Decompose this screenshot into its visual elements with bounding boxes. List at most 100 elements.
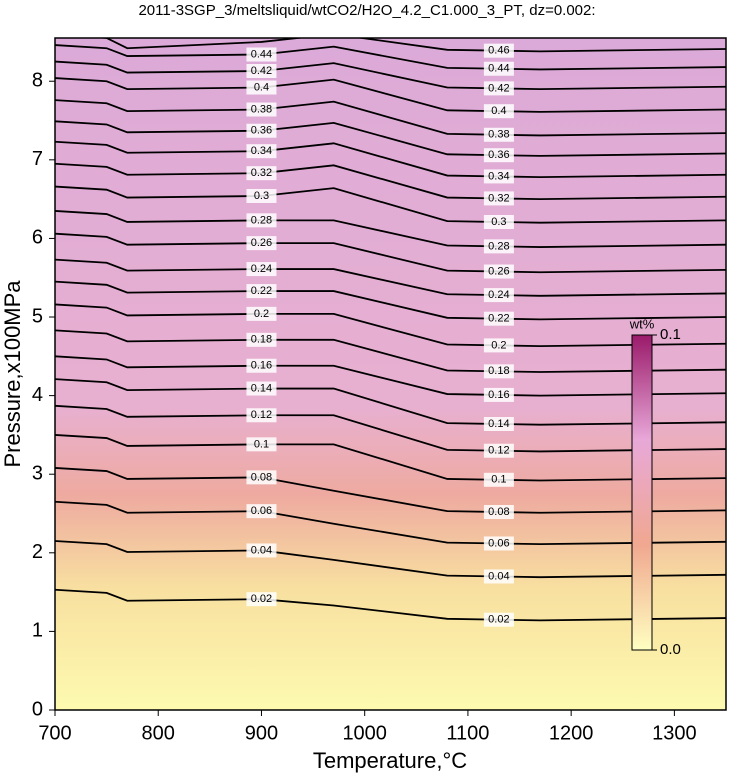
contour-line — [55, 329, 726, 373]
contour-label: 0.34 — [251, 145, 272, 157]
contour-label: 0.3 — [491, 216, 506, 228]
contour-label: 0.16 — [488, 389, 509, 401]
y-tick-label: 3 — [32, 462, 43, 484]
contour-label: 0.4 — [491, 105, 506, 117]
contour-label: 0.16 — [251, 360, 272, 372]
contour-label: 0.28 — [251, 214, 272, 226]
colorbar-tick-label: 0.1 — [660, 326, 681, 343]
contour-line — [55, 500, 726, 546]
contour-line — [55, 99, 726, 137]
contour-label: 0.1 — [254, 438, 269, 450]
contour-label: 0.28 — [488, 240, 509, 252]
contour-label: 0.06 — [251, 505, 272, 517]
contour-line — [55, 378, 726, 426]
contour-label-bg — [483, 472, 514, 487]
contour-label-bg — [483, 443, 514, 458]
contour-line — [55, 162, 726, 201]
x-tick-label: 800 — [142, 722, 175, 744]
contour-line — [55, 258, 726, 297]
contour-label: 0.44 — [251, 48, 272, 60]
contour-label-bg — [483, 215, 514, 230]
contour-line — [55, 232, 726, 274]
colorbar: wt% 0.0 0.1 — [629, 316, 681, 658]
contours — [55, 38, 726, 622]
contour-line — [55, 280, 726, 321]
contour-label: 0.3 — [254, 190, 269, 202]
contour-label-bg — [483, 536, 514, 551]
contour-label: 0.18 — [488, 365, 509, 377]
y-tick-label: 2 — [32, 541, 43, 563]
contour-label-bg — [246, 236, 277, 251]
contour-label-bg — [246, 306, 277, 321]
contour-label-bg — [483, 505, 514, 520]
contour-label-bg — [483, 169, 514, 184]
contour-label: 0.1 — [491, 474, 506, 486]
contour-label: 0.06 — [488, 537, 509, 549]
x-tick-label: 1300 — [652, 722, 697, 744]
x-axis-label: Temperature,°C — [313, 748, 467, 773]
contour-label: 0.36 — [251, 125, 272, 137]
contour-label-bg — [246, 332, 277, 347]
contour-label: 0.08 — [251, 471, 272, 483]
contour-label-bg — [246, 123, 277, 138]
contour-line — [55, 303, 726, 347]
contour-label-bg — [483, 416, 514, 431]
contour-label: 0.42 — [251, 65, 272, 77]
contour-line — [55, 540, 726, 579]
contour-line — [55, 355, 726, 397]
contour-label: 0.2 — [491, 339, 506, 351]
contour-label: 0.26 — [488, 265, 509, 277]
x-tick-label: 1000 — [342, 722, 387, 744]
contour-label: 0.46 — [488, 45, 509, 57]
contour-label: 0.32 — [488, 192, 509, 204]
contour-label: 0.22 — [251, 285, 272, 297]
contour-label-bg — [246, 504, 277, 519]
contour-label-bg — [246, 408, 277, 423]
contour-label: 0.18 — [251, 334, 272, 346]
contour-label-bg — [483, 288, 514, 303]
contour-label-bg — [483, 569, 514, 584]
chart-title: 2011-3SGP_3/meltsliquid/wtCO2/H2O_4.2_C1… — [138, 2, 595, 19]
x-tick-label: 700 — [38, 722, 71, 744]
contour-label-bg — [483, 264, 514, 279]
contour-label: 0.32 — [251, 167, 272, 179]
contour-line — [55, 60, 726, 90]
contour-label-bg — [483, 81, 514, 96]
contour-label-bg — [483, 311, 514, 326]
y-tick-label: 5 — [32, 305, 43, 327]
contour-line — [94, 38, 726, 53]
y-tick-label: 7 — [32, 148, 43, 170]
contour-label: 0.26 — [251, 237, 272, 249]
contour-label-bg — [246, 64, 277, 79]
contour-label: 0.38 — [488, 129, 509, 141]
contour-label: 0.04 — [251, 544, 272, 556]
contour-label: 0.42 — [488, 82, 509, 94]
contour-label-bg — [483, 148, 514, 163]
contour-label: 0.02 — [251, 593, 272, 605]
x-tick-label: 900 — [245, 722, 278, 744]
contour-label: 0.34 — [488, 170, 509, 182]
contour-line — [55, 120, 726, 157]
contour-label: 0.22 — [488, 313, 509, 325]
colorbar-scale — [631, 334, 653, 651]
contour-label: 0.24 — [251, 263, 272, 275]
plot-background — [55, 38, 726, 710]
y-tick-label: 0 — [32, 698, 43, 720]
contour-label: 0.14 — [251, 382, 272, 394]
contour-line — [55, 77, 726, 113]
contour-line — [55, 185, 726, 224]
contour-line — [55, 404, 726, 453]
contour-label-bg — [483, 387, 514, 402]
contour-line — [55, 588, 726, 622]
contour-label: 0.4 — [254, 81, 269, 93]
contour-label: 0.44 — [488, 63, 509, 75]
contour-label-bg — [483, 364, 514, 379]
contour-label: 0.08 — [488, 506, 509, 518]
x-tick-label: 1100 — [446, 722, 489, 744]
contour-label-bg — [246, 166, 277, 181]
contour-label-bg — [483, 239, 514, 254]
contour-label: 0.36 — [488, 149, 509, 161]
contour-label-bg — [246, 262, 277, 277]
contour-label-bg — [246, 102, 277, 117]
